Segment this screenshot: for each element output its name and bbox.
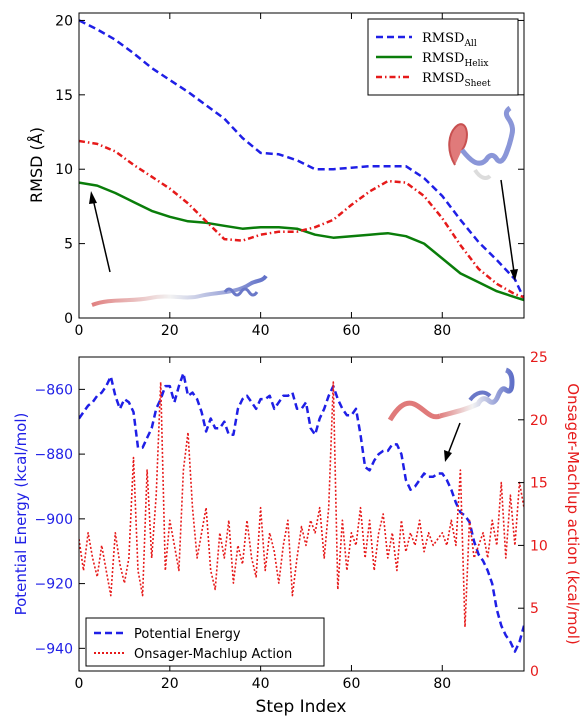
top-axes: 0 20 40 60 80 0 5 10 15 20 [55, 13, 524, 339]
series-line-onsager-machlup-action [79, 381, 524, 628]
bottom-x-tick-label: 80 [433, 676, 451, 692]
bottom-right-axis-label: Onsager-Machlup action (kcal/mol) [564, 383, 581, 645]
bottom-axes: 0 20 40 60 80 −940 −920 −900 −880 −860 0 5 10 15 20 25 [35, 350, 548, 692]
bottom-y2-tick-label: 15 [530, 476, 548, 492]
top-y-tick-label: 5 [64, 237, 73, 253]
top-x-tick-label: 20 [161, 323, 179, 339]
bottom-x-tick-label: 0 [75, 676, 84, 692]
legend-entry-potential-energy: Potential Energy [94, 627, 241, 642]
bottom-y-tick-label: −940 [35, 641, 73, 657]
legend-label-rmsd-helix: RMSDHelix [422, 51, 488, 69]
top-series-group [79, 19, 524, 302]
top-y-tick-label: 10 [55, 162, 73, 178]
bottom-y2-tick-label: 5 [530, 601, 539, 617]
legend-entry-rmsd-sheet: RMSDSheet [376, 71, 491, 89]
top-y-tick-label: 0 [64, 311, 73, 327]
top-y-axis-label: RMSD (Å) [27, 127, 46, 203]
bottom-x-tick-label: 20 [161, 676, 179, 692]
bottom-y2-tick-label: 25 [530, 350, 548, 366]
series-line-rmsd-all [79, 19, 524, 300]
arrow-folded [500, 179, 515, 273]
legend-entry-rmsd-all: RMSDAll [376, 31, 477, 49]
top-plot-frame [78, 12, 525, 319]
bottom-y-tick-label: −920 [35, 577, 73, 593]
protein-extended-image [91, 274, 268, 307]
bottom-y2-tick-label: 0 [530, 664, 539, 680]
bottom-left-axis-label: Potential Energy (kcal/mol) [12, 413, 30, 616]
bottom-x-axis-label: Step Index [256, 697, 347, 717]
legend-label-rmsd-all: RMSDAll [422, 31, 477, 49]
bottom-plot-frame [78, 356, 525, 672]
series-line-rmsd-sheet [79, 139, 524, 299]
top-legend: RMSDAll RMSDHelix RMSDSheet [367, 18, 519, 96]
legend-label-om-action: Onsager-Machlup Action [134, 647, 292, 662]
bottom-y2-tick-label: 20 [530, 413, 548, 429]
protein-folded-image [448, 105, 515, 180]
arrow-bottom [447, 422, 461, 455]
bottom-x-tick-label: 60 [343, 676, 361, 692]
bottom-x-tick-label: 40 [252, 676, 270, 692]
legend-label-rmsd-sheet: RMSDSheet [422, 71, 491, 89]
legend-label-potential-energy: Potential Energy [134, 627, 241, 642]
top-y-tick-label: 20 [55, 13, 73, 29]
bottom-y2-tick-label: 10 [530, 538, 548, 554]
bottom-series-group [79, 371, 524, 653]
legend-entry-rmsd-helix: RMSDHelix [376, 51, 488, 69]
bottom-legend: Potential Energy Onsager-Machlup Action [85, 617, 325, 667]
top-x-tick-label: 40 [252, 323, 270, 339]
top-chart: 0 20 40 60 80 0 5 10 15 20 RMSD (Å) RMSDAll RMSDH… [27, 12, 525, 339]
arrow-extended-head [89, 191, 97, 204]
bottom-y-tick-label: −860 [35, 382, 73, 398]
legend-entry-om-action: Onsager-Machlup Action [94, 647, 292, 662]
top-x-tick-label: 0 [75, 323, 84, 339]
protein-bottom-image [387, 367, 515, 422]
top-x-tick-label: 60 [343, 323, 361, 339]
arrow-folded-head [510, 269, 518, 281]
arrow-bottom-head [444, 450, 452, 462]
bottom-legend-frame [85, 617, 325, 667]
bottom-y-tick-label: −880 [35, 447, 73, 463]
bottom-chart: 0 20 40 60 80−940−920−900−880−8600510152025 … [12, 350, 581, 717]
series-line-potential-energy [79, 371, 524, 653]
top-x-tick-label: 80 [433, 323, 451, 339]
series-line-rmsd-helix [79, 181, 524, 302]
arrow-extended [92, 198, 111, 273]
top-y-tick-label: 15 [55, 88, 73, 104]
bottom-y-tick-label: −900 [35, 512, 73, 528]
